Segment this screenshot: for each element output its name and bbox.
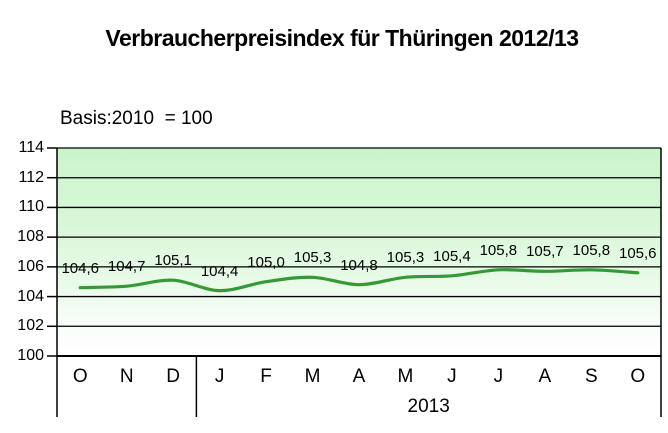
month-label: M — [397, 366, 414, 387]
y-axis-label: 114 — [18, 139, 44, 156]
month-label: O — [72, 366, 88, 387]
chart-title: Verbraucherpreisindex für Thüringen 2012… — [105, 25, 579, 51]
month-label: N — [119, 366, 134, 387]
y-axis-label: 102 — [17, 317, 44, 335]
month-label: S — [584, 366, 598, 387]
month-label: J — [493, 366, 504, 387]
month-label: A — [352, 366, 366, 387]
y-axis-label: 100 — [17, 347, 44, 364]
price-line — [78, 268, 640, 293]
y-axis-label: 112 — [18, 168, 44, 186]
data-label: 105,6 — [618, 244, 657, 262]
data-label: 105,3 — [386, 249, 425, 267]
month-label: J — [447, 366, 457, 387]
y-axis-label: 110 — [18, 198, 44, 216]
month-label: A — [538, 366, 552, 387]
y-axis-label: 108 — [17, 228, 44, 246]
month-label: D — [166, 366, 181, 387]
data-label: 104,6 — [61, 259, 99, 277]
data-label: 104,8 — [340, 256, 378, 274]
basis-note: Basis:2010 = 100 — [60, 108, 213, 129]
y-axis-label: 104 — [17, 287, 44, 305]
data-label: 104,4 — [200, 262, 239, 280]
data-label: 105,1 — [154, 252, 192, 270]
data-label: 105,3 — [293, 249, 332, 267]
month-label: F — [260, 366, 272, 387]
data-label: 105,0 — [247, 253, 285, 271]
month-label: J — [214, 366, 225, 387]
data-label: 104,7 — [107, 258, 146, 276]
y-axis-label: 106 — [17, 257, 44, 275]
data-label: 105,8 — [572, 241, 611, 259]
data-label: 105,8 — [479, 241, 518, 259]
data-label: 105,4 — [433, 247, 471, 265]
year-label: 2013 — [407, 396, 450, 417]
month-label: M — [304, 366, 321, 387]
month-label: O — [630, 366, 646, 387]
data-label: 105,7 — [526, 243, 564, 261]
plot-background — [57, 148, 661, 356]
